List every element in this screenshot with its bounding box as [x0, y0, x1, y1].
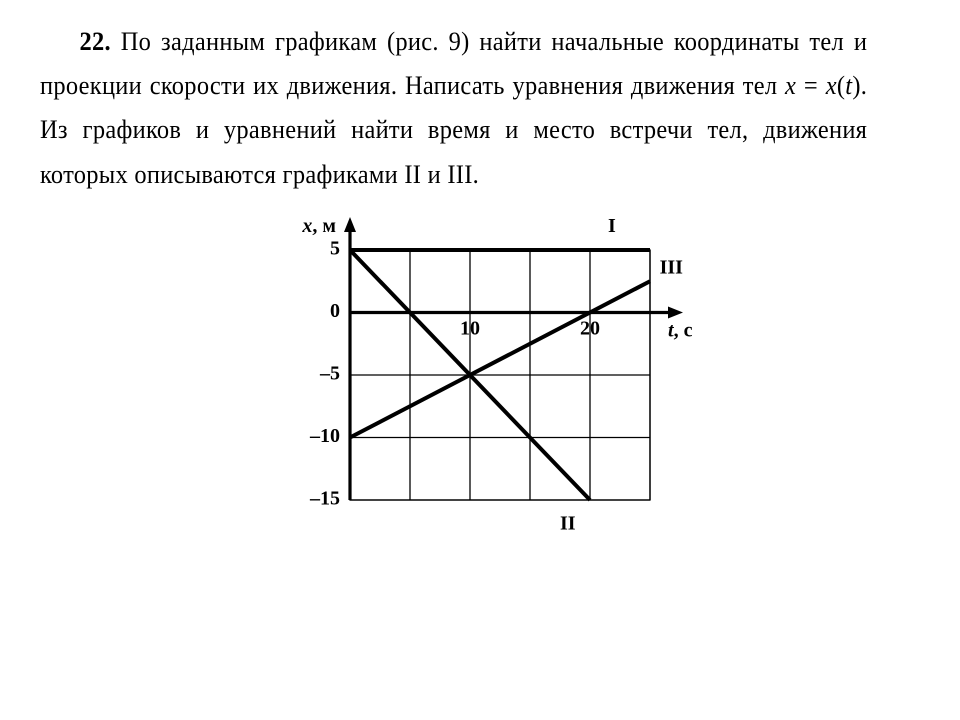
chart-svg: IIIIII50–5–10–151020x, мt, c — [265, 215, 695, 555]
series-label-I: I — [608, 215, 616, 237]
y-tick-label: –10 — [309, 425, 340, 447]
y-tick-label: –5 — [319, 362, 340, 384]
eq-x: x — [785, 71, 796, 100]
y-tick-label: 5 — [330, 237, 340, 259]
x-tick-label: 10 — [460, 317, 480, 339]
x-tick-label: 20 — [580, 317, 600, 339]
problem-number: 22. — [79, 27, 110, 56]
eq-po: ( — [837, 71, 845, 100]
x-axis-label: t, c — [668, 319, 693, 341]
y-tick-label: –15 — [309, 487, 340, 509]
eq-pc: ) — [852, 71, 860, 100]
y-axis-label: x, м — [301, 215, 336, 237]
series-label-II: II — [560, 512, 576, 534]
problem-text: 22. По заданным графикам (рис. 9) найти … — [40, 20, 867, 197]
eq-xf: x — [826, 71, 837, 100]
eq-eq: = — [796, 71, 826, 100]
y-tick-label: 0 — [330, 300, 340, 322]
series-label-III: III — [660, 256, 684, 278]
problem-p1: По заданным графикам (рис. 9) найти нача… — [40, 27, 867, 100]
chart-figure: IIIIII50–5–10–151020x, мt, c — [40, 215, 920, 555]
